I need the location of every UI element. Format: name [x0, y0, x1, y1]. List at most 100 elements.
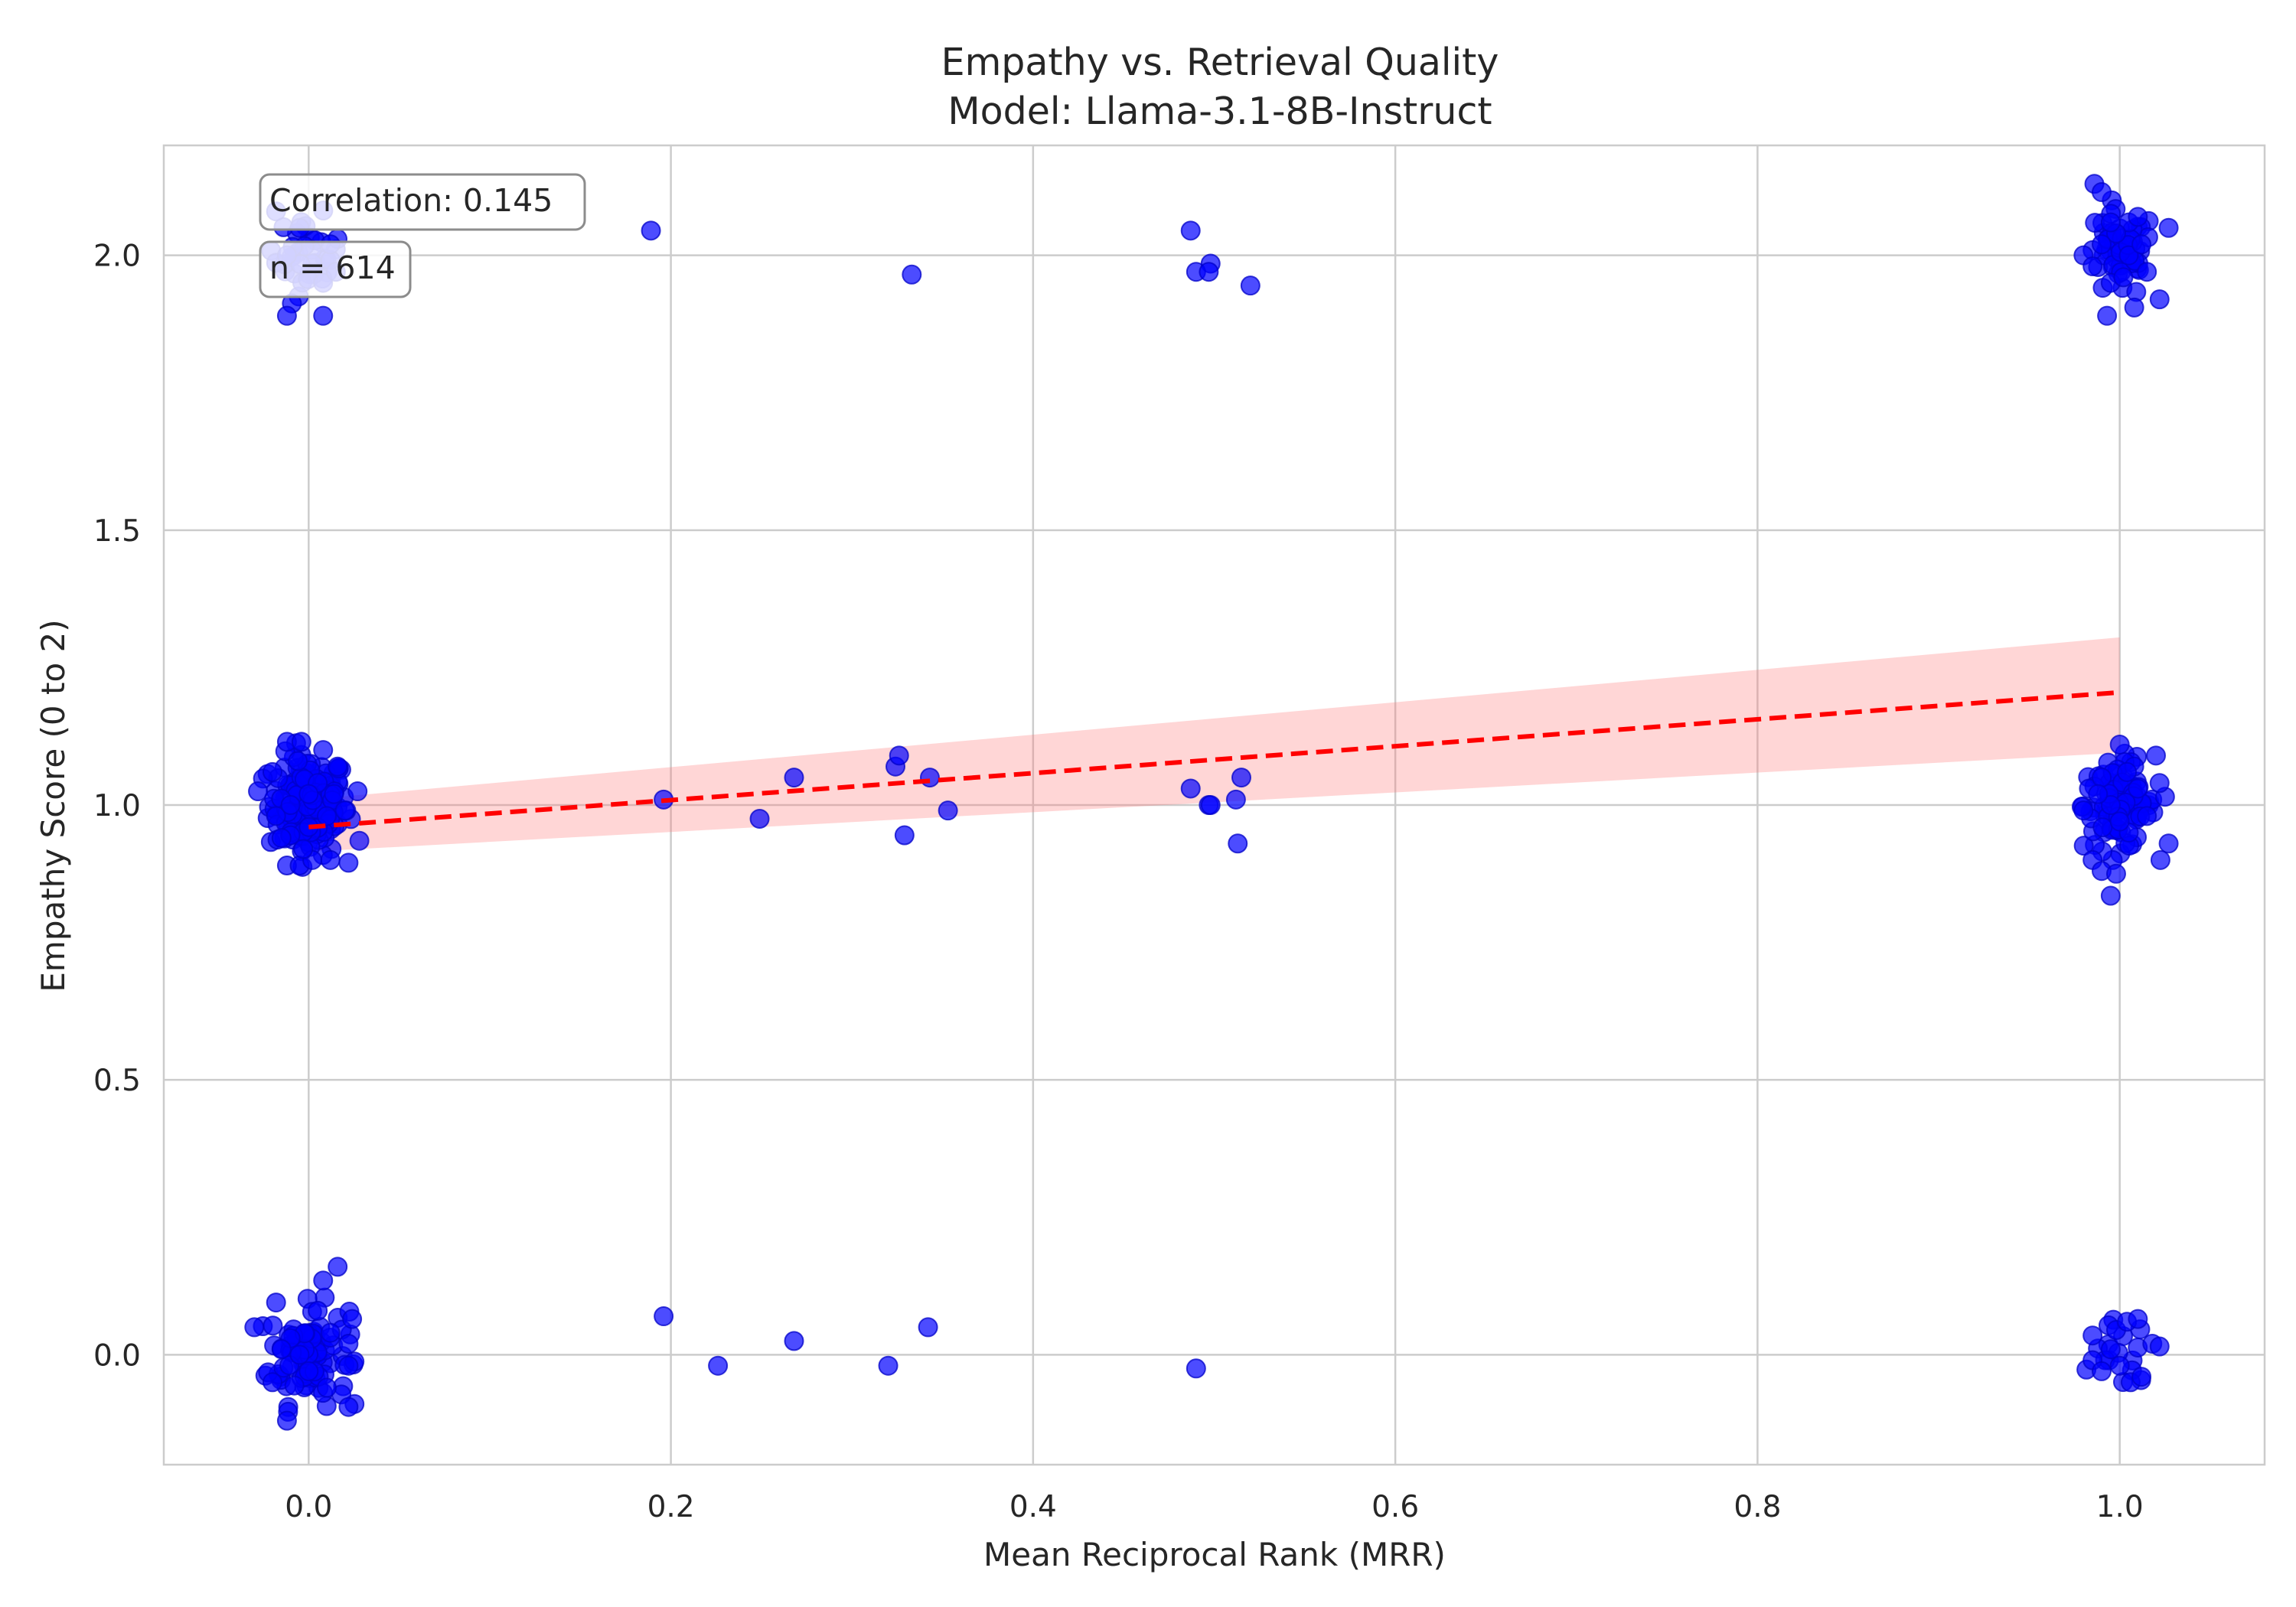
- data-point: [2088, 784, 2108, 804]
- data-point: [2100, 885, 2121, 906]
- data-point: [262, 1372, 282, 1393]
- data-point: [2137, 262, 2157, 282]
- data-point: [2109, 734, 2130, 755]
- data-point: [708, 1355, 729, 1376]
- data-point: [284, 1375, 305, 1396]
- y-axis-label: Empathy Score (0 to 2): [34, 619, 72, 992]
- data-point: [266, 806, 286, 826]
- data-point: [324, 784, 344, 804]
- plot-frame: [162, 144, 2266, 1466]
- sample-size-text: n = 614: [269, 249, 396, 286]
- data-point: [320, 849, 341, 870]
- x-tick-label: 0.6: [1371, 1490, 1419, 1524]
- data-point: [2146, 745, 2167, 766]
- data-point: [347, 781, 368, 802]
- data-point: [308, 1300, 328, 1321]
- data-point: [289, 1345, 310, 1365]
- data-point: [2100, 1339, 2121, 1360]
- x-tick-label: 1.0: [2096, 1490, 2144, 1524]
- correlation-text: Correlation: 0.145: [269, 182, 553, 219]
- data-point: [1186, 1358, 1206, 1379]
- data-point: [1231, 768, 1251, 788]
- data-point: [298, 1361, 319, 1381]
- x-tick-label: 0.4: [1009, 1490, 1057, 1524]
- data-point: [338, 1355, 359, 1376]
- data-point: [1240, 275, 1261, 296]
- data-point: [2073, 836, 2094, 856]
- data-point: [2124, 297, 2144, 318]
- data-point: [2128, 207, 2148, 227]
- data-point: [2128, 1309, 2148, 1329]
- confidence-band-layer: [308, 637, 2120, 852]
- data-point: [2097, 305, 2118, 326]
- data-point: [938, 800, 958, 821]
- data-point: [293, 839, 314, 859]
- data-point: [298, 784, 319, 804]
- data-point: [328, 1257, 348, 1277]
- data-point: [313, 1270, 334, 1291]
- y-tick-label: 1.5: [93, 514, 141, 549]
- data-point: [902, 264, 922, 285]
- y-axis-ticks: 0.0 0.5 1.0 1.5 2.0: [93, 240, 141, 1374]
- data-point: [2092, 182, 2112, 203]
- data-point: [271, 828, 292, 849]
- data-point: [244, 1317, 265, 1338]
- correlation-box: [259, 173, 586, 231]
- data-point: [313, 305, 334, 326]
- data-point: [894, 825, 915, 846]
- data-point: [2100, 212, 2121, 233]
- data-point: [276, 1410, 297, 1431]
- data-point: [919, 768, 940, 788]
- x-tick-label: 0.8: [1733, 1490, 1781, 1524]
- data-point: [338, 1397, 359, 1417]
- y-tick-label: 1.0: [93, 789, 141, 823]
- data-point: [784, 1331, 804, 1351]
- data-point: [2137, 806, 2157, 826]
- data-point: [2149, 773, 2170, 794]
- data-point: [2150, 849, 2170, 870]
- data-point: [338, 1333, 359, 1354]
- data-point: [2128, 778, 2148, 799]
- confidence-band: [308, 637, 2120, 852]
- data-point: [2100, 795, 2121, 815]
- data-point: [349, 830, 370, 851]
- data-point: [1199, 262, 1219, 282]
- data-point: [2109, 811, 2130, 832]
- data-point: [1228, 833, 1248, 854]
- data-point: [2149, 289, 2170, 310]
- data-point: [342, 1309, 363, 1329]
- x-axis-ticks: 0.0 0.2 0.4 0.6 0.8 1.0: [285, 1490, 2143, 1524]
- data-point: [2092, 234, 2112, 255]
- data-point: [641, 220, 661, 241]
- y-tick-label: 0.0: [93, 1338, 141, 1373]
- data-point: [313, 740, 334, 761]
- data-point: [2158, 833, 2179, 854]
- correlation-annotation: Correlation: 0.145: [259, 173, 586, 231]
- data-point: [1180, 778, 1201, 799]
- data-point: [2117, 761, 2138, 782]
- data-point: [2118, 245, 2139, 266]
- data-point: [2113, 267, 2134, 288]
- data-point: [2092, 768, 2112, 788]
- x-axis-label: Mean Reciprocal Rank (MRR): [983, 1536, 1446, 1573]
- data-point: [784, 768, 804, 788]
- y-tick-label: 2.0: [93, 240, 141, 274]
- data-point: [2092, 817, 2113, 838]
- data-point: [320, 1322, 341, 1343]
- data-point: [1225, 789, 1246, 810]
- sample-size-annotation: n = 614: [259, 240, 412, 298]
- data-point: [2105, 863, 2126, 884]
- data-point: [266, 1292, 286, 1313]
- data-point: [2073, 800, 2094, 821]
- data-point: [248, 781, 269, 802]
- data-point: [263, 1315, 283, 1336]
- data-point: [316, 1377, 337, 1398]
- data-point: [291, 732, 311, 752]
- data-point: [338, 852, 359, 873]
- x-tick-label: 0.0: [285, 1490, 332, 1524]
- data-point: [918, 1317, 938, 1338]
- data-point: [2082, 256, 2103, 277]
- data-point: [749, 808, 770, 829]
- data-point: [276, 305, 297, 326]
